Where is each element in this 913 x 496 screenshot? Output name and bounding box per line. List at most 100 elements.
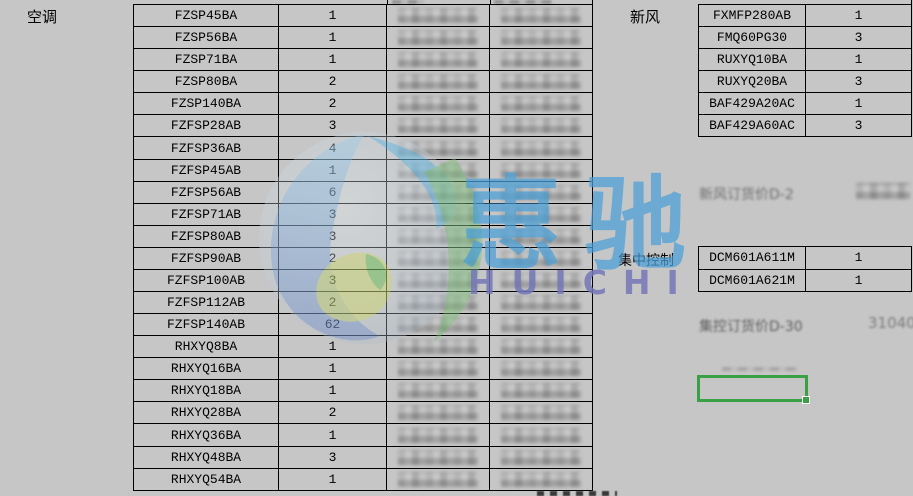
quantity-cell[interactable]: 6 [278, 180, 387, 204]
censored-price-cell[interactable] [386, 136, 490, 160]
model-cell[interactable]: RHXYQ18BA [133, 379, 279, 403]
quantity-cell[interactable]: 1 [278, 26, 387, 50]
quantity-cell[interactable]: 1 [805, 4, 912, 27]
model-cell[interactable]: FZFSP45AB [133, 158, 279, 182]
model-cell[interactable]: FZSP80BA [133, 70, 279, 94]
censored-price-cell[interactable] [386, 26, 490, 50]
model-cell[interactable]: RHXYQ36BA [133, 423, 279, 447]
censored-price-cell[interactable] [489, 180, 593, 204]
quantity-cell[interactable]: 1 [278, 3, 387, 28]
model-cell[interactable]: FZFSP80AB [133, 224, 279, 248]
censored-price-cell[interactable] [489, 445, 593, 469]
model-cell[interactable]: FZSP140BA [133, 92, 279, 116]
quantity-cell[interactable]: 1 [278, 335, 387, 359]
censored-price-cell[interactable] [489, 202, 593, 226]
censored-price-cell[interactable] [386, 357, 490, 381]
censored-price-cell[interactable] [386, 268, 490, 293]
censored-price-cell[interactable] [386, 180, 490, 204]
quantity-cell[interactable]: 3 [805, 70, 912, 93]
censored-price-cell[interactable] [386, 445, 490, 469]
censored-price-cell[interactable] [489, 401, 593, 425]
model-cell[interactable]: DCM601A611M [698, 246, 806, 270]
model-cell[interactable]: DCM601A621M [698, 268, 806, 292]
selected-cell[interactable] [697, 375, 810, 404]
model-cell[interactable]: FZFSP71AB [133, 202, 279, 226]
censored-price-cell[interactable] [386, 3, 490, 28]
quantity-cell[interactable]: 3 [278, 202, 387, 226]
quantity-cell[interactable]: 2 [278, 92, 387, 116]
quantity-cell[interactable]: 1 [278, 467, 387, 492]
censored-price-cell[interactable] [386, 48, 490, 72]
quantity-cell[interactable]: 4 [278, 136, 387, 160]
quantity-cell[interactable]: 1 [805, 92, 912, 115]
quantity-cell[interactable]: 3 [278, 268, 387, 293]
censored-price-cell[interactable] [489, 224, 593, 248]
model-cell[interactable]: RUXYQ20BA [698, 70, 806, 93]
model-cell[interactable]: FZFSP90AB [133, 246, 279, 270]
censored-price-cell[interactable] [386, 202, 490, 226]
quantity-cell[interactable]: 3 [805, 26, 912, 49]
model-cell[interactable]: FZSP71BA [133, 48, 279, 72]
censored-price-cell[interactable] [386, 158, 490, 182]
quantity-cell[interactable]: 2 [278, 401, 387, 425]
model-cell[interactable]: BAF429A20AC [698, 92, 806, 115]
model-cell[interactable]: FZSP56BA [133, 26, 279, 50]
model-cell[interactable]: BAF429A60AC [698, 114, 806, 137]
model-cell[interactable]: FXMFP280AB [698, 4, 806, 27]
quantity-cell[interactable]: 1 [278, 357, 387, 381]
model-cell[interactable]: FZFSP28AB [133, 114, 279, 138]
quantity-cell[interactable]: 1 [805, 246, 912, 270]
label-fresh-air[interactable]: 新风 [630, 8, 661, 26]
censored-price-cell[interactable] [489, 467, 593, 492]
quantity-cell[interactable]: 2 [278, 246, 387, 270]
censored-price-cell[interactable] [386, 70, 490, 94]
model-cell[interactable]: FZFSP112AB [133, 291, 279, 315]
quantity-cell[interactable]: 3 [805, 114, 912, 137]
quantity-cell[interactable]: 3 [278, 224, 387, 248]
censored-price-cell[interactable] [489, 423, 593, 447]
quantity-cell[interactable]: 62 [278, 313, 387, 337]
quantity-cell[interactable]: 1 [278, 379, 387, 403]
label-central-control[interactable]: 集中控制 [618, 253, 674, 269]
censored-price-cell[interactable] [489, 70, 593, 94]
model-cell[interactable]: FZFSP56AB [133, 180, 279, 204]
quantity-cell[interactable]: 1 [805, 268, 912, 292]
model-cell[interactable]: RHXYQ54BA [133, 467, 279, 492]
censored-price-cell[interactable] [489, 357, 593, 381]
censored-price-cell[interactable] [489, 313, 593, 337]
censored-price-cell[interactable] [386, 92, 490, 116]
quantity-cell[interactable]: 2 [278, 291, 387, 315]
censored-price-cell[interactable] [489, 92, 593, 116]
censored-price-cell[interactable] [386, 313, 490, 337]
quantity-cell[interactable]: 1 [278, 48, 387, 72]
quantity-cell[interactable]: 3 [278, 445, 387, 469]
model-cell[interactable]: RHXYQ28BA [133, 401, 279, 425]
censored-price-cell[interactable] [489, 48, 593, 72]
censored-price-cell[interactable] [386, 423, 490, 447]
fill-handle[interactable] [802, 396, 810, 404]
censored-price-cell[interactable] [489, 3, 593, 28]
model-cell[interactable]: RHXYQ48BA [133, 445, 279, 469]
censored-price-cell[interactable] [386, 114, 490, 138]
model-cell[interactable]: FZFSP140AB [133, 313, 279, 337]
model-cell[interactable]: FMQ60PG30 [698, 26, 806, 49]
model-cell[interactable]: RHXYQ16BA [133, 357, 279, 381]
censored-price-cell[interactable] [386, 467, 490, 492]
censored-price-cell[interactable] [489, 114, 593, 138]
censored-price-cell[interactable] [489, 158, 593, 182]
censored-price-cell[interactable] [386, 246, 490, 270]
model-cell[interactable]: FZFSP100AB [133, 268, 279, 293]
censored-price-cell[interactable] [489, 26, 593, 50]
quantity-cell[interactable]: 1 [805, 48, 912, 71]
censored-price-cell[interactable] [386, 379, 490, 403]
censored-price-cell[interactable] [489, 379, 593, 403]
censored-price-cell[interactable] [489, 335, 593, 359]
censored-price-cell[interactable] [489, 268, 593, 293]
quantity-cell[interactable]: 2 [278, 70, 387, 94]
censored-price-cell[interactable] [386, 335, 490, 359]
label-aircon[interactable]: 空调 [27, 8, 58, 26]
censored-price-cell[interactable] [386, 291, 490, 315]
quantity-cell[interactable]: 1 [278, 423, 387, 447]
quantity-cell[interactable]: 1 [278, 158, 387, 182]
model-cell[interactable]: FZFSP36AB [133, 136, 279, 160]
